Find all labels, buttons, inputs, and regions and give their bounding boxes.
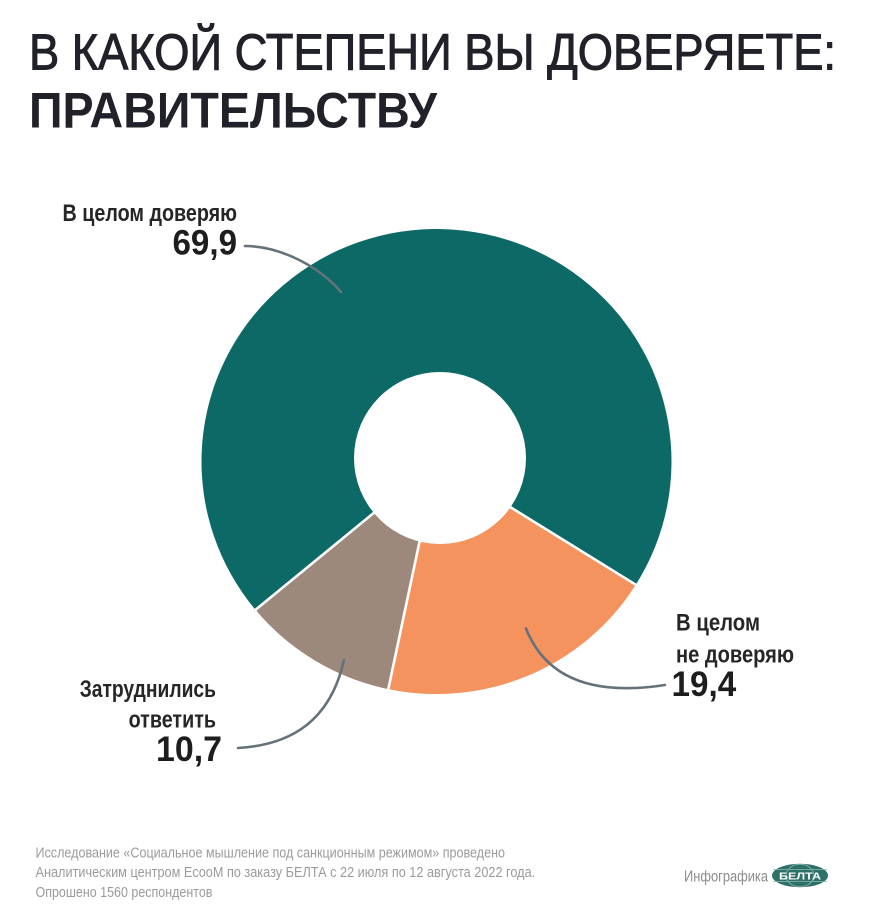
svg-text:БЕЛТА: БЕЛТА [779, 870, 821, 882]
svg-text:Опрошено 1560 респондентов: Опрошено 1560 респондентов [36, 885, 213, 901]
svg-text:В КАКОЙ СТЕПЕНИ ВЫ ДОВЕРЯЕТЕ:: В КАКОЙ СТЕПЕНИ ВЫ ДОВЕРЯЕТЕ: [29, 23, 836, 81]
svg-text:не доверяю: не доверяю [676, 641, 794, 668]
svg-text:10,7: 10,7 [156, 730, 222, 769]
svg-text:69,9: 69,9 [173, 224, 238, 263]
svg-text:Аналитическим центром EcooM по: Аналитическим центром EcooM по заказу БЕ… [36, 865, 536, 881]
svg-text:Инфографика: Инфографика [684, 869, 768, 886]
svg-text:19,4: 19,4 [672, 665, 737, 704]
svg-text:ПРАВИТЕЛЬСТВУ: ПРАВИТЕЛЬСТВУ [29, 83, 438, 139]
svg-text:В целом: В целом [676, 609, 760, 636]
svg-text:Исследование «Социальное мышле: Исследование «Социальное мышление под са… [36, 845, 506, 861]
svg-text:ответить: ответить [129, 706, 216, 733]
svg-text:Затруднились: Затруднились [80, 676, 216, 703]
svg-text:В целом доверяю: В целом доверяю [63, 200, 238, 227]
